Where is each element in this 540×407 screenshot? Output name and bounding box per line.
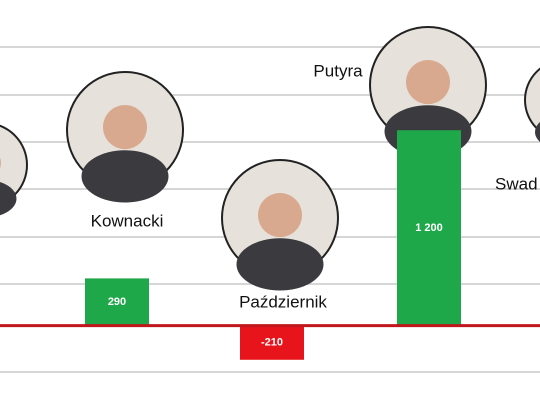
portrait-head: [102, 105, 148, 150]
portrait: [66, 71, 184, 203]
portrait-head: [257, 193, 303, 238]
portrait-body: [535, 122, 540, 142]
portrait-body: [0, 181, 17, 216]
bar: [240, 325, 304, 360]
bar-value-label: -210: [261, 337, 283, 349]
portrait: [0, 124, 28, 216]
portrait-frame: [0, 124, 28, 206]
portrait-body: [236, 238, 324, 291]
category-name: Putyra: [313, 61, 363, 80]
portrait-head: [405, 60, 451, 105]
category-name: Swad: [495, 174, 538, 193]
portrait-body: [81, 150, 169, 203]
plot: 290 Kownacki -210 Październik 1 200 Putyra Swa…: [0, 61, 540, 360]
bar-value-label: 290: [108, 296, 126, 308]
bar: [397, 130, 461, 326]
bar-value-label: 1 200: [415, 222, 443, 234]
portrait-frame: [524, 67, 540, 133]
portrait: [524, 67, 540, 142]
portrait-head: [0, 157, 1, 169]
bar: [85, 278, 149, 326]
portrait: [221, 159, 339, 291]
portraits: [0, 26, 540, 291]
category-name: Październik: [239, 292, 327, 311]
category-name: Kownacki: [91, 211, 164, 230]
